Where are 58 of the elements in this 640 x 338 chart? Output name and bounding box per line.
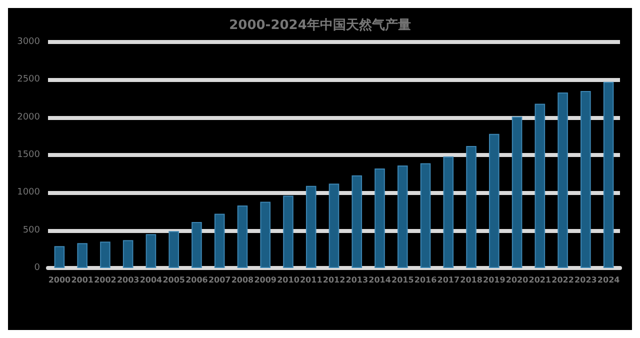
chart-title: 2000-2024年中国天然气产量 <box>229 17 411 33</box>
x-tick-label: 2017 <box>437 276 460 284</box>
bar <box>100 242 110 268</box>
x-tick-label: 2024 <box>597 276 620 284</box>
bar <box>283 196 294 268</box>
x-tick-label: 2021 <box>528 276 552 284</box>
bar <box>328 184 340 268</box>
y-tick-label: 0 <box>34 263 40 273</box>
bar <box>77 243 88 268</box>
y-tick-label: 2500 <box>17 74 40 85</box>
x-tick-label: 2016 <box>414 276 438 284</box>
x-tick-label: 2005 <box>162 276 186 284</box>
x-tick-label: 2018 <box>460 276 483 284</box>
bar <box>397 166 408 268</box>
x-tick-label: 2000 <box>48 276 72 284</box>
bar <box>603 82 614 268</box>
x-tick-label: 2013 <box>346 276 368 284</box>
bar <box>534 104 546 268</box>
bar <box>512 116 522 268</box>
x-tick-label: 2014 <box>368 276 392 284</box>
x-tick-label: 2023 <box>574 276 597 284</box>
bar <box>489 134 500 268</box>
bar <box>306 186 316 268</box>
bar <box>214 214 225 268</box>
x-tick-label: 2011 <box>300 276 323 284</box>
x-tick-label: 2007 <box>208 276 231 284</box>
bar <box>192 222 202 268</box>
bar <box>420 163 431 268</box>
y-tick-label: 1000 <box>17 188 40 198</box>
x-tick-label: 2001 <box>71 276 94 284</box>
x-tick-label: 2020 <box>506 276 529 284</box>
bar <box>443 156 454 268</box>
x-tick-label: 2012 <box>322 276 346 284</box>
bar <box>54 246 65 268</box>
x-tick-label: 2010 <box>277 276 300 284</box>
bar <box>374 168 385 268</box>
x-tick-label: 2015 <box>392 276 414 284</box>
x-tick-label: 2009 <box>254 276 277 284</box>
x-tick-label: 2019 <box>483 276 506 284</box>
bar <box>146 234 156 268</box>
x-tick-label: 2022 <box>552 276 574 284</box>
bar <box>168 231 179 268</box>
x-tick-label: 2006 <box>186 276 208 284</box>
x-tick-label: 2002 <box>94 276 116 284</box>
x-tick-label: 2008 <box>231 276 254 284</box>
bar <box>580 90 591 268</box>
y-tick-label: 1500 <box>17 150 40 160</box>
y-tick-label: 500 <box>22 225 40 236</box>
bar <box>558 92 568 268</box>
bar <box>122 240 134 268</box>
x-tick-label: 2004 <box>140 276 163 284</box>
bar <box>352 175 362 268</box>
bar <box>466 146 476 268</box>
y-tick-label: 3000 <box>17 37 40 47</box>
x-tick-label: 2003 <box>116 276 140 284</box>
y-tick-label: 2000 <box>17 112 40 122</box>
bar <box>237 205 248 268</box>
bar <box>260 202 271 268</box>
